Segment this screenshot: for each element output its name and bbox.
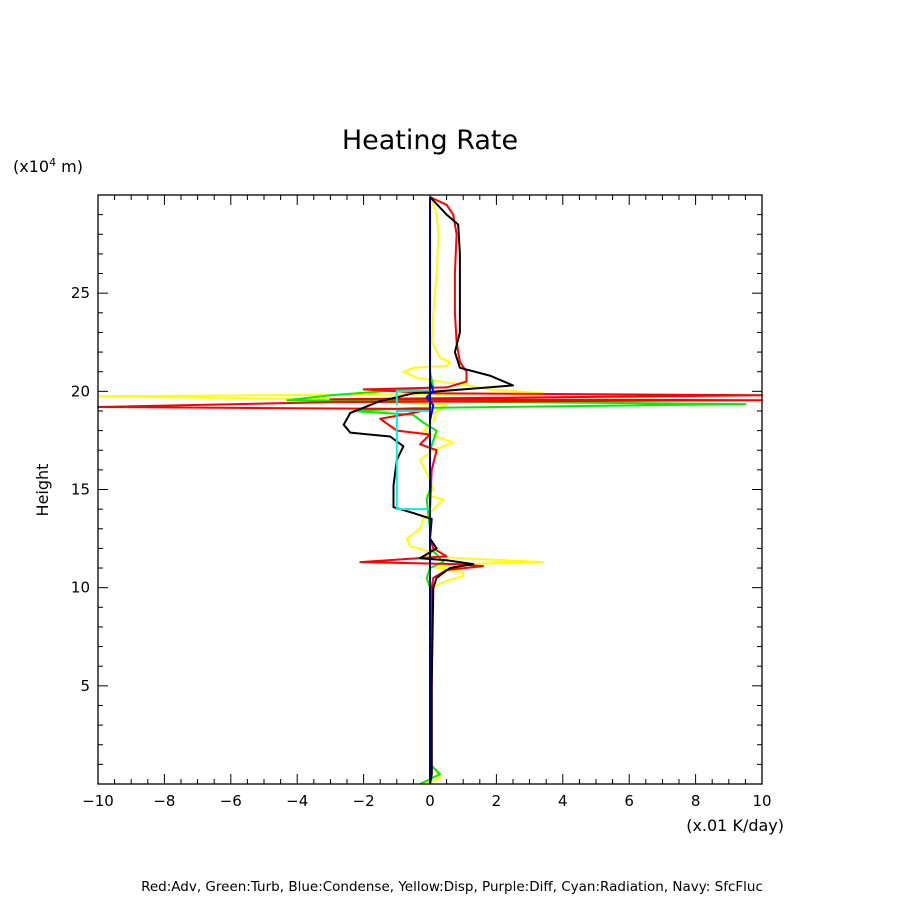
legend-footer: Red:Adv, Green:Turb, Blue:Condense, Yell…: [141, 879, 763, 895]
x-tick-label: −2: [353, 792, 375, 810]
series-line-yellow: [97, 196, 544, 785]
y-unit-label: (x104 m): [13, 156, 83, 176]
x-axis-title: (x.01 K/day): [686, 816, 784, 835]
y-tick-label: 5: [80, 677, 90, 695]
axis-ticks: −10 −8 −6 −4 −2 0 2 4 6 8 10 5 10 15 20 25: [71, 195, 772, 810]
x-tick-label: −8: [153, 792, 175, 810]
series-line-green: [286, 197, 747, 785]
x-tick-label: −4: [286, 792, 308, 810]
series-line-red: [97, 196, 763, 785]
x-tick-label: 8: [691, 792, 701, 810]
y-tick-label: 10: [71, 579, 90, 597]
y-tick-label: 25: [71, 284, 90, 302]
x-tick-label: 6: [624, 792, 634, 810]
chart-title: Heating Rate: [342, 125, 518, 156]
y-tick-label: 20: [71, 382, 90, 400]
y-axis-title: Height: [33, 464, 52, 517]
x-tick-label: 4: [558, 792, 568, 810]
plot-frame: [97, 194, 763, 785]
x-tick-label: −6: [220, 792, 242, 810]
x-tick-label: 0: [425, 792, 435, 810]
series-line-black: [342, 196, 514, 785]
x-tick-label: −10: [82, 792, 114, 810]
x-tick-label: 2: [492, 792, 502, 810]
x-tick-label: 10: [752, 792, 771, 810]
y-tick-label: 15: [71, 481, 90, 499]
data-series: [97, 196, 763, 785]
